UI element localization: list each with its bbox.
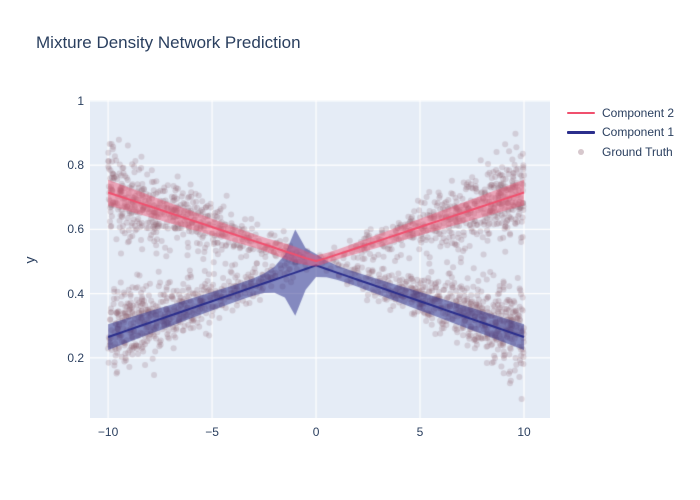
y-tick-label: 0.2 xyxy=(67,350,84,365)
legend-line-swatch-icon xyxy=(567,131,595,134)
y-tick-label: 0.8 xyxy=(67,158,84,173)
x-tick-label: 0 xyxy=(312,425,320,439)
chart-title: Mixture Density Network Prediction xyxy=(36,33,301,52)
legend-line-swatch-icon xyxy=(567,111,595,114)
y-tick-label: 1 xyxy=(77,93,84,108)
y-tick-label: 0.4 xyxy=(67,286,84,301)
x-tick-label: −10 xyxy=(97,425,119,439)
x-tick-label: 5 xyxy=(416,425,424,439)
legend-dot-swatch-icon xyxy=(567,148,595,155)
legend: Component 2 Component 1 Ground Truth xyxy=(567,103,674,162)
y-axis-title: y xyxy=(21,256,38,264)
legend-item-component-1[interactable]: Component 1 xyxy=(567,123,674,143)
legend-label: Component 1 xyxy=(602,125,675,140)
x-tick-label: 10 xyxy=(517,425,531,439)
plot-area-canvas[interactable] xyxy=(90,100,550,418)
y-tick-label: 0.6 xyxy=(67,222,84,237)
x-tick-label: −5 xyxy=(205,425,219,439)
legend-label: Component 2 xyxy=(602,105,675,120)
legend-label: Ground Truth xyxy=(602,144,673,159)
legend-item-ground-truth[interactable]: Ground Truth xyxy=(567,142,674,162)
legend-item-component-2[interactable]: Component 2 xyxy=(567,103,674,123)
